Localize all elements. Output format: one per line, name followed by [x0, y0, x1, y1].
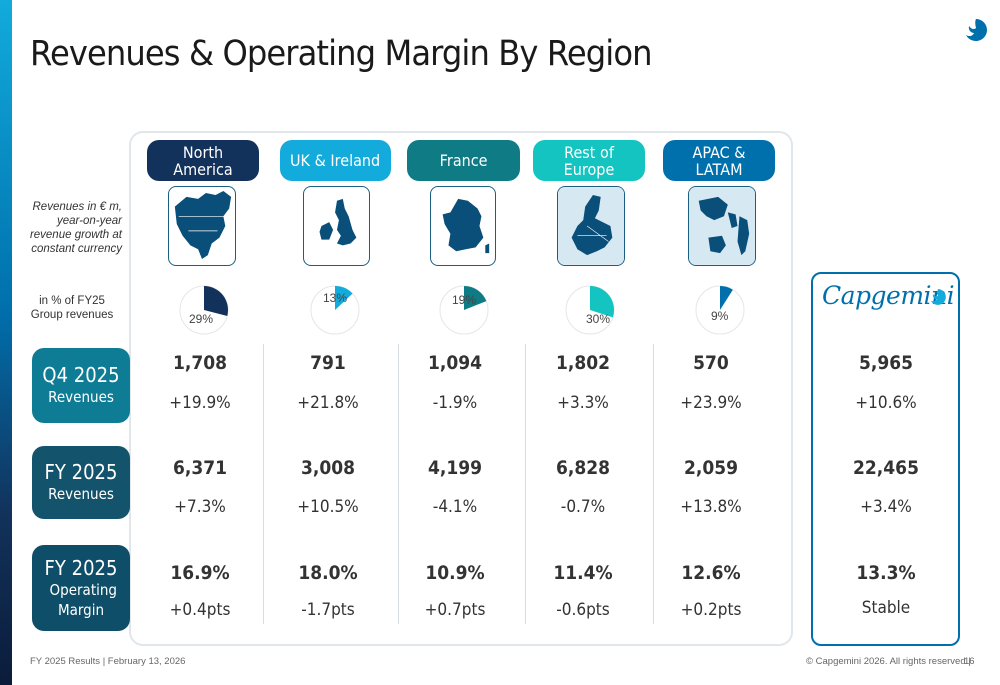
- footer-left: FY 2025 Results | February 13, 2026: [30, 656, 186, 667]
- share-label-france: 19%: [452, 293, 477, 307]
- uk-q4-growth: +21.8%: [297, 393, 359, 413]
- fr-fy-margin-change: +0.7pts: [424, 600, 486, 620]
- capgemini-spade-icon: [966, 19, 987, 41]
- group-panel: [811, 272, 960, 646]
- roe-fy-margin: 11.4%: [553, 562, 613, 584]
- fr-fy-margin: 10.9%: [425, 562, 485, 584]
- map-apac-latam: [688, 186, 756, 266]
- group-q4-growth: +10.6%: [855, 393, 917, 413]
- uk-q4-revenue: 791: [310, 352, 346, 374]
- pie-apac-latam: [695, 285, 745, 335]
- share-label-uk-ireland: 13%: [323, 291, 348, 305]
- na-fy-revenue: 6,371: [172, 457, 228, 479]
- column-divider: [653, 344, 654, 624]
- row-label-fy-revenues: FY 2025 Revenues: [32, 446, 130, 519]
- row-label-fy-margin: FY 2025 Operating Margin: [32, 545, 130, 631]
- uk-fy-growth: +10.5%: [297, 497, 359, 517]
- pie-north-america: [179, 285, 229, 335]
- roe-fy-growth: -0.7%: [560, 497, 606, 517]
- column-divider: [398, 344, 399, 624]
- row-label-q4-revenues: Q4 2025 Revenues: [32, 348, 130, 423]
- column-divider: [263, 344, 264, 624]
- group-fy-growth: +3.4%: [860, 497, 912, 517]
- fr-q4-revenue: 1,094: [427, 352, 483, 374]
- region-header-france: France: [407, 140, 520, 181]
- pie-france: [439, 285, 489, 335]
- map-france: [430, 186, 496, 266]
- group-fy-margin: 13.3%: [856, 562, 916, 584]
- na-fy-margin-change: +0.4pts: [169, 600, 231, 620]
- pie-rest-of-europe: [565, 285, 615, 335]
- revenue-note: Revenues in € m, year-on-year revenue gr…: [29, 201, 122, 255]
- region-header-apac-latam: APAC & LATAM: [663, 140, 775, 181]
- apac-q4-revenue: 570: [693, 352, 729, 374]
- fr-fy-growth: -4.1%: [432, 497, 478, 517]
- uk-fy-margin-change: -1.7pts: [301, 600, 355, 620]
- uk-fy-margin: 18.0%: [298, 562, 358, 584]
- share-label-rest-of-europe: 30%: [586, 312, 611, 326]
- pie-slice: [590, 286, 614, 318]
- pie-slice: [464, 286, 487, 310]
- roe-fy-revenue: 6,828: [555, 457, 611, 479]
- fr-fy-revenue: 4,199: [427, 457, 483, 479]
- column-divider: [525, 344, 526, 624]
- map-uk-ireland: [303, 186, 370, 266]
- pie-slice: [204, 286, 228, 316]
- group-fy-revenue: 22,465: [852, 457, 919, 479]
- share-label-apac-latam: 9%: [711, 309, 729, 323]
- left-accent-bar: [0, 0, 12, 685]
- roe-fy-margin-change: -0.6pts: [556, 600, 610, 620]
- page-number: 16: [964, 656, 975, 667]
- region-header-uk-ireland: UK & Ireland: [280, 140, 391, 181]
- na-fy-margin: 16.9%: [170, 562, 230, 584]
- pie-slice: [720, 286, 733, 310]
- pie-uk-ireland: [310, 285, 360, 335]
- apac-fy-revenue: 2,059: [683, 457, 739, 479]
- apac-q4-growth: +23.9%: [680, 393, 742, 413]
- uk-fy-revenue: 3,008: [300, 457, 356, 479]
- capgemini-wordmark: Capgemini: [822, 281, 955, 310]
- roe-q4-growth: +3.3%: [557, 393, 609, 413]
- roe-q4-revenue: 1,802: [555, 352, 611, 374]
- apac-fy-margin: 12.6%: [681, 562, 741, 584]
- footer-copyright: © Capgemini 2026. All rights reserved |: [806, 656, 971, 667]
- na-fy-growth: +7.3%: [174, 497, 226, 517]
- apac-fy-margin-change: +0.2pts: [680, 600, 742, 620]
- map-north-america: [168, 186, 236, 266]
- na-q4-revenue: 1,708: [172, 352, 228, 374]
- fr-q4-growth: -1.9%: [432, 393, 478, 413]
- apac-fy-growth: +13.8%: [680, 497, 742, 517]
- slide-title: Revenues & Operating Margin By Region: [30, 34, 653, 74]
- na-q4-growth: +19.9%: [169, 393, 231, 413]
- capgemini-spade-icon: [930, 289, 946, 305]
- region-header-rest-of-europe: Rest of Europe: [533, 140, 645, 181]
- group-fy-margin-change: Stable: [861, 598, 911, 618]
- region-header-north-america: North America: [147, 140, 259, 181]
- pie-slice: [335, 286, 353, 310]
- share-note: in % of FY25 Group revenues: [30, 295, 114, 321]
- group-q4-revenue: 5,965: [858, 352, 914, 374]
- share-label-north-america: 29%: [189, 312, 214, 326]
- map-rest-of-europe: [557, 186, 625, 266]
